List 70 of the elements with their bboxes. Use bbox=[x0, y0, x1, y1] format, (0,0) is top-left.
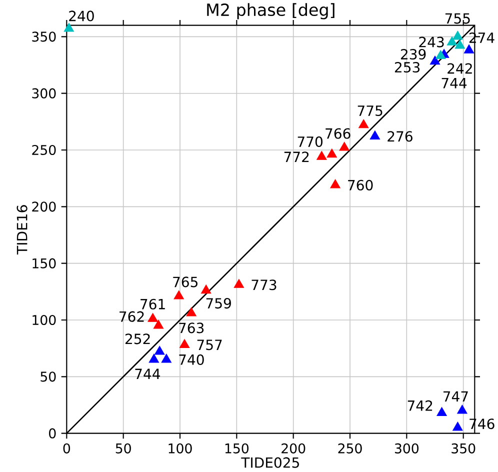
annotation: 755 bbox=[445, 13, 470, 24]
x-tick-label: 200 bbox=[282, 443, 306, 454]
point bbox=[64, 22, 74, 32]
annotation: 242 bbox=[448, 63, 472, 74]
annotation: 740 bbox=[179, 354, 204, 365]
point bbox=[452, 422, 463, 431]
annotation: 253 bbox=[394, 62, 420, 73]
y-tick-label: 200 bbox=[32, 202, 56, 212]
y-tick-label: 300 bbox=[32, 88, 56, 98]
y-tick-label: 0 bbox=[49, 428, 56, 438]
y-tick-label: 150 bbox=[32, 258, 56, 268]
point bbox=[161, 354, 172, 363]
point bbox=[330, 179, 340, 188]
annotation: 773 bbox=[252, 280, 276, 290]
point bbox=[464, 44, 474, 54]
point bbox=[358, 119, 369, 128]
annotation: 760 bbox=[348, 180, 373, 190]
x-tick-label: 250 bbox=[338, 443, 362, 454]
x-tick-label: 300 bbox=[394, 443, 419, 454]
chart-title: M2 phase [deg] bbox=[207, 3, 334, 20]
point bbox=[436, 50, 446, 60]
y-tick-label: 250 bbox=[32, 144, 56, 156]
point bbox=[316, 150, 327, 160]
annotation: 240 bbox=[69, 10, 94, 22]
annotation: 775 bbox=[358, 106, 382, 116]
point bbox=[457, 404, 468, 414]
annotation: 243 bbox=[419, 36, 444, 48]
annotation: 757 bbox=[197, 340, 222, 350]
x-axis-title: TIDE025 bbox=[241, 457, 299, 468]
y-tick-label: 50 bbox=[40, 372, 56, 382]
annotation: 765 bbox=[173, 276, 198, 288]
point bbox=[174, 290, 184, 300]
y-axis-title: TIDE16 bbox=[16, 205, 28, 254]
y-tick-label: 350 bbox=[32, 32, 56, 42]
point bbox=[154, 346, 165, 355]
x-tick-label: 0 bbox=[63, 443, 70, 454]
annotation: 770 bbox=[298, 136, 322, 147]
point bbox=[153, 320, 164, 329]
x-tick-label: 150 bbox=[225, 443, 249, 454]
point bbox=[430, 56, 440, 65]
point bbox=[148, 354, 160, 363]
point bbox=[452, 30, 463, 40]
annotation: 763 bbox=[179, 322, 204, 334]
annotation: 744 bbox=[135, 368, 160, 380]
annotation: 762 bbox=[120, 311, 144, 322]
y-tick-label: 100 bbox=[32, 314, 56, 326]
annotation: 747 bbox=[444, 391, 468, 402]
point bbox=[326, 148, 337, 158]
annotation: 239 bbox=[400, 48, 426, 60]
point bbox=[179, 339, 190, 348]
x-tick-label: 50 bbox=[116, 443, 131, 454]
annotation: 759 bbox=[206, 298, 231, 309]
point bbox=[234, 279, 244, 288]
annotation: 744 bbox=[442, 78, 467, 88]
annotation: 742 bbox=[408, 400, 432, 411]
annotation: 772 bbox=[284, 152, 309, 162]
annotation: 766 bbox=[326, 128, 350, 139]
annotation: 252 bbox=[125, 334, 150, 344]
point bbox=[370, 130, 380, 140]
x-tick-label: 350 bbox=[452, 443, 476, 454]
point bbox=[339, 142, 350, 151]
point bbox=[454, 40, 466, 49]
point bbox=[200, 284, 212, 294]
annotation: 761 bbox=[140, 298, 165, 310]
point bbox=[148, 312, 158, 322]
point bbox=[186, 307, 196, 316]
point bbox=[446, 36, 458, 46]
annotation: 276 bbox=[388, 131, 412, 142]
x-tick-label: 100 bbox=[168, 443, 192, 454]
point bbox=[436, 407, 447, 416]
